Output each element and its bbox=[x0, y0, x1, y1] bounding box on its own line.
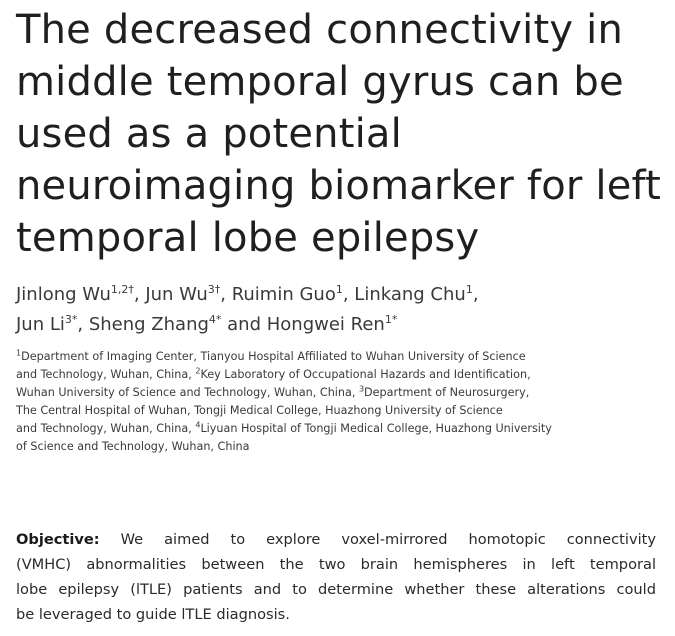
author-name: Ruimin Guo bbox=[231, 284, 336, 305]
author-name: Jun Li bbox=[16, 314, 65, 335]
author-separator: , bbox=[77, 314, 89, 335]
author-affiliation-mark: 4* bbox=[208, 313, 222, 326]
abstract-line: be leveraged to guide lTLE diagnosis. bbox=[16, 606, 290, 623]
title-line: neuroimaging biomarker for left bbox=[16, 163, 662, 209]
affiliation-line: of Science and Technology, Wuhan, China bbox=[16, 438, 656, 456]
affiliation-text: and Technology, Wuhan, China, bbox=[16, 368, 196, 381]
affiliation-text: of Science and Technology, Wuhan, China bbox=[16, 440, 250, 453]
affiliation-line: Wuhan University of Science and Technolo… bbox=[16, 384, 656, 402]
affiliation-text: Key Laboratory of Occupational Hazards a… bbox=[200, 368, 531, 381]
title-line: temporal lobe epilepsy bbox=[16, 215, 480, 261]
abstract-line: lobe epilepsy (lTLE) patients and to det… bbox=[16, 581, 656, 598]
abstract-line: (VMHC) abnormalities between the two bra… bbox=[16, 556, 656, 573]
affiliation-text: The Central Hospital of Wuhan, Tongji Me… bbox=[16, 404, 503, 417]
author-affiliation-mark: 1,2† bbox=[110, 283, 134, 296]
author-name: Jinlong Wu bbox=[16, 284, 111, 305]
author-separator: , bbox=[220, 284, 232, 305]
affiliation-line: 1Department of Imaging Center, Tianyou H… bbox=[16, 348, 656, 366]
affiliation-text: Department of Imaging Center, Tianyou Ho… bbox=[21, 350, 526, 363]
affiliation-line: The Central Hospital of Wuhan, Tongji Me… bbox=[16, 402, 656, 420]
author-separator: and bbox=[221, 314, 267, 335]
affiliation-number: 4 bbox=[195, 420, 201, 430]
author-line: Jinlong Wu1,2†, Jun Wu3†, Ruimin Guo1, L… bbox=[16, 280, 666, 310]
article-title: The decreased connectivity in middle tem… bbox=[16, 4, 666, 264]
affiliation-number: 3 bbox=[358, 384, 365, 394]
abstract-text: We aimed to explore voxel-mirrored homot… bbox=[120, 531, 657, 548]
title-line: used as a potential bbox=[16, 111, 402, 157]
abstract-section-label: Objective: bbox=[16, 531, 100, 548]
author-affiliation-mark: 1 bbox=[335, 283, 343, 296]
author-separator: , bbox=[472, 284, 479, 305]
author-affiliation-mark: 1 bbox=[465, 283, 473, 296]
author-list: Jinlong Wu1,2†, Jun Wu3†, Ruimin Guo1, L… bbox=[16, 280, 666, 340]
author-affiliation-mark: 3† bbox=[207, 283, 221, 296]
affiliation-text: and Technology, Wuhan, China, bbox=[16, 422, 196, 435]
affiliation-text: Wuhan University of Science and Technolo… bbox=[16, 386, 359, 399]
author-line: Jun Li3*, Sheng Zhang4* and Hongwei Ren1… bbox=[16, 310, 666, 340]
affiliation-text: Liyuan Hospital of Tongji Medical Colleg… bbox=[200, 422, 552, 435]
title-line: middle temporal gyrus can be bbox=[16, 59, 624, 105]
author-separator: , bbox=[133, 284, 146, 305]
abstract-line: Objective: We aimed to explore voxel-mir… bbox=[16, 527, 656, 552]
title-line: The decreased connectivity in bbox=[16, 7, 624, 53]
affiliation-text: Department of Neurosurgery, bbox=[364, 386, 530, 399]
author-name: Sheng Zhang bbox=[88, 314, 209, 335]
author-name: Jun Wu bbox=[145, 284, 208, 305]
affiliation-line: and Technology, Wuhan, China, 2Key Labor… bbox=[16, 366, 656, 384]
affiliations: 1Department of Imaging Center, Tianyou H… bbox=[16, 348, 656, 456]
affiliation-number: 2 bbox=[195, 366, 201, 376]
author-affiliation-mark: 3* bbox=[64, 313, 78, 326]
affiliation-line: and Technology, Wuhan, China, 4Liyuan Ho… bbox=[16, 420, 656, 438]
author-separator: , bbox=[342, 284, 355, 305]
author-affiliation-mark: 1* bbox=[384, 313, 398, 326]
author-name: Linkang Chu bbox=[354, 284, 466, 305]
affiliation-number: 1 bbox=[16, 348, 22, 358]
abstract-objective: Objective: We aimed to explore voxel-mir… bbox=[16, 527, 656, 627]
author-name: Hongwei Ren bbox=[266, 314, 385, 335]
